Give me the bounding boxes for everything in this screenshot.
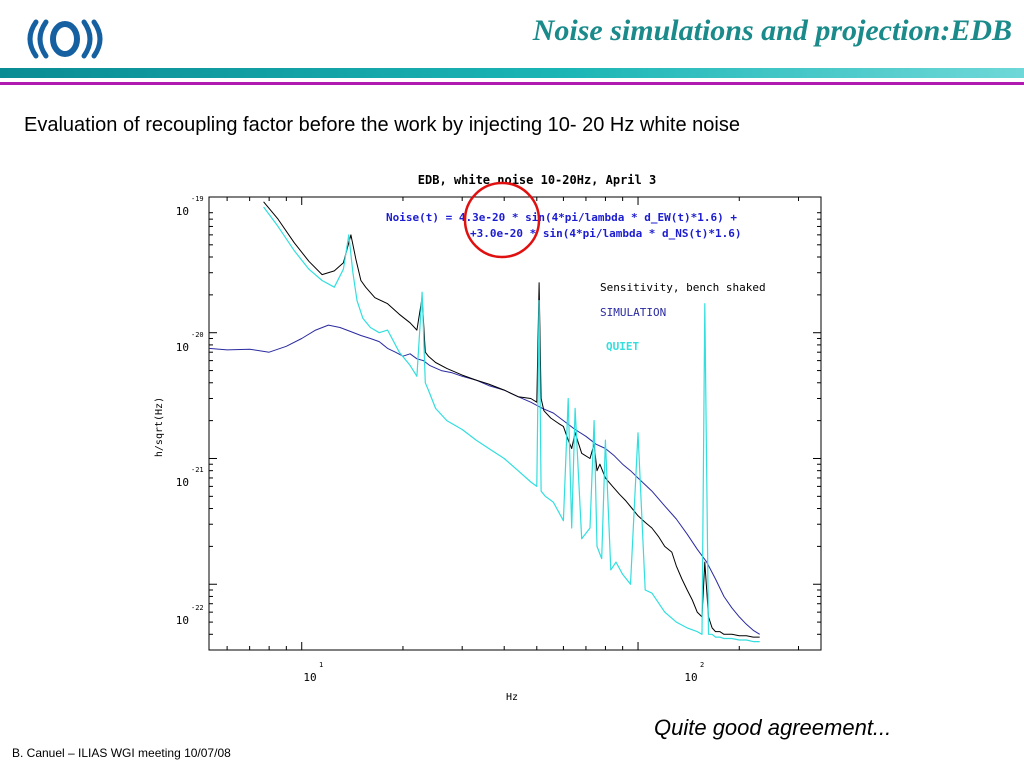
y-tick-label-1e-22: 10 -22 — [176, 604, 204, 627]
header-rule-teal — [0, 68, 1024, 78]
y-tick-base: 10 — [176, 614, 189, 627]
chart-title: EDB, white noise 10-20Hz, April 3 — [418, 173, 656, 187]
formula-line-1: Noise(t) = 4.3e-20 * sin(4*pi/lambda * d… — [386, 211, 737, 224]
logo-icon — [27, 19, 103, 59]
x-tick-exp: 1 — [319, 661, 323, 669]
legend-item-simulation: SIMULATION — [600, 306, 666, 319]
y-tick-labels: 10 -19 10 -20 10 -21 10 -22 — [176, 195, 204, 627]
x-tick-base: 10 — [303, 671, 316, 684]
legend: Sensitivity, bench shaked SIMULATION QUI… — [600, 281, 766, 353]
plot-frame — [208, 196, 822, 651]
y-tick-label-1e-21: 10 -21 — [176, 466, 204, 489]
x-tick-labels: 10 1 10 2 — [303, 661, 704, 684]
y-tick-exp: -21 — [191, 466, 204, 474]
axis-ticks — [209, 197, 821, 651]
slide-title: Noise simulations and projection:EDB — [532, 14, 1012, 47]
formula-line-2: +3.0e-20 * sin(4*pi/lambda * d_NS(t)*1.6… — [470, 227, 742, 240]
legend-item-quiet: QUIET — [606, 340, 639, 353]
highlight-circle — [463, 181, 541, 259]
y-tick-exp: -19 — [191, 195, 204, 203]
y-tick-label-1e-19: 10 -19 — [176, 195, 204, 218]
y-tick-base: 10 — [176, 476, 189, 489]
conclusion-text: Quite good agreement... — [654, 715, 892, 740]
series-line-quiet — [263, 206, 760, 643]
x-tick-label-100: 10 2 — [684, 661, 704, 684]
footer-text: B. Canuel – ILIAS WGI meeting 10/07/08 — [12, 746, 231, 760]
y-tick-base: 10 — [176, 205, 189, 218]
slide-subtitle: Evaluation of recoupling factor before t… — [24, 114, 740, 136]
x-tick-base: 10 — [684, 671, 697, 684]
y-tick-exp: -22 — [191, 604, 204, 612]
legend-item-sensitivity: Sensitivity, bench shaked — [600, 281, 766, 294]
x-tick-label-10: 10 1 — [303, 661, 323, 684]
y-tick-exp: -20 — [191, 331, 204, 339]
y-axis-label: h/sqrt(Hz) — [154, 397, 165, 457]
series-group — [208, 201, 760, 643]
noise-spectrum-chart: EDB, white noise 10-20Hz, April 3 10 -19… — [140, 165, 850, 710]
y-tick-label-1e-20: 10 -20 — [176, 331, 204, 354]
x-tick-exp: 2 — [700, 661, 704, 669]
header-rule-magenta — [0, 82, 1024, 85]
x-axis-label: Hz — [506, 692, 518, 703]
y-tick-base: 10 — [176, 341, 189, 354]
